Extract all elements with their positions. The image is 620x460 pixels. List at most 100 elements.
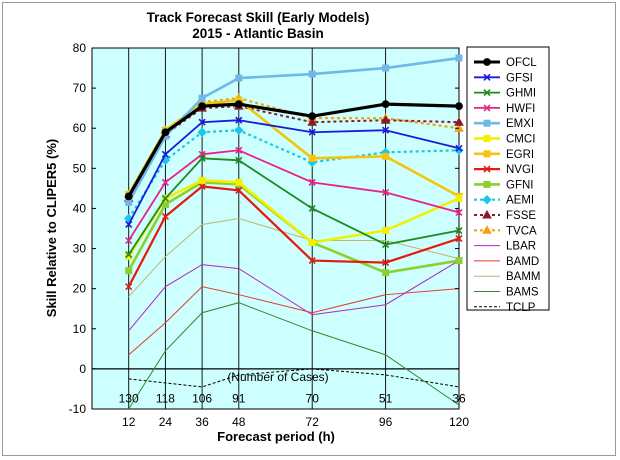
case-count-label: 106 [192, 392, 212, 406]
data-point [161, 178, 169, 186]
legend-item-gfsi: GFSI [474, 72, 533, 84]
series-bamm [128, 217, 460, 298]
case-count-label: 36 [452, 392, 466, 406]
data-point [482, 194, 492, 205]
data-point [381, 100, 390, 109]
data-point [483, 73, 491, 81]
x-tick-label: 24 [159, 415, 173, 429]
grid-lines [92, 48, 460, 409]
data-point [455, 257, 463, 265]
data-point [455, 234, 463, 243]
x-axis-label: Forecast period (h) [217, 429, 335, 444]
data-point [382, 64, 390, 72]
chart-subtitle: 2015 - Atlantic Basin [192, 26, 324, 41]
case-count-label: 118 [156, 392, 175, 406]
data-point [308, 204, 316, 213]
y-tick-label: 40 [73, 201, 87, 215]
data-point [161, 194, 169, 202]
data-point [382, 240, 390, 249]
data-point [308, 257, 316, 265]
x-tick-label: 120 [449, 415, 469, 429]
data-point [198, 94, 206, 102]
x-tick-label: 36 [195, 415, 209, 429]
legend-label: BAMS [506, 287, 539, 299]
data-point [382, 259, 390, 267]
data-point [235, 116, 243, 124]
y-tick-label: 10 [73, 322, 87, 336]
data-point [455, 194, 463, 202]
axes-layer: -10 0 10 20 30 40 50 60 70 80 12 130 24 118 36 106 48 91 7… [69, 41, 470, 429]
legend-item-ghmi: GHMI [474, 88, 536, 100]
series-ghmi [125, 154, 463, 259]
data-point [198, 102, 207, 111]
legend-item-tclp: TCLP [474, 302, 536, 314]
y-tick-label: 0 [79, 362, 86, 376]
data-point [125, 251, 133, 259]
data-point [307, 117, 318, 126]
data-point [161, 150, 169, 158]
legend-item-hwfi: HWFI [474, 103, 535, 115]
data-point [483, 150, 491, 158]
series-line-bamd [128, 286, 460, 356]
legend-label: GFSI [506, 72, 533, 84]
legend-label: FSSE [506, 210, 536, 222]
case-count-label: 70 [306, 392, 320, 406]
legend-label: LBAR [506, 241, 536, 253]
chart-title: Track Forecast Skill (Early Models) [147, 10, 370, 25]
data-point [382, 188, 390, 196]
legend-label: AEMI [506, 195, 534, 207]
data-point [483, 89, 491, 97]
legend-item-gfni: GFNI [474, 179, 533, 191]
data-point [454, 117, 464, 126]
data-point [380, 115, 391, 124]
data-point [198, 182, 206, 190]
data-point [308, 112, 317, 121]
y-tick-label: 60 [73, 121, 87, 135]
legend-item-lbar: LBAR [474, 241, 536, 253]
data-point [455, 144, 463, 152]
series-tclp [128, 368, 460, 388]
data-point [197, 127, 207, 137]
data-point [198, 118, 206, 126]
series-nvgi [125, 182, 463, 291]
data-point [308, 154, 316, 162]
series-gfsi [125, 116, 463, 229]
legend-item-tvca: TVCA [474, 225, 537, 237]
legend-item-emxi: EMXI [474, 118, 534, 130]
data-point [125, 283, 133, 291]
data-point [235, 178, 243, 186]
legend-label: OFCL [506, 57, 537, 69]
data-point [161, 128, 170, 137]
y-tick-label: 20 [73, 282, 87, 296]
data-point [482, 225, 492, 234]
data-point [455, 226, 463, 235]
legend-item-bams: BAMS [474, 287, 539, 299]
data-point [125, 267, 133, 275]
data-point [125, 220, 133, 229]
y-tick-label: 80 [73, 41, 87, 55]
legend-label: BAMD [506, 256, 539, 268]
legend-label: TVCA [506, 225, 537, 237]
data-point [125, 198, 133, 206]
legend: OFCL GFSI GHMI HWFI EMXI CMCI EGRI NVGI GFNI AEMI… [466, 46, 550, 314]
data-point [198, 176, 206, 184]
data-point [235, 186, 243, 194]
series-ofcl [124, 100, 463, 201]
data-point [382, 126, 390, 134]
data-point [455, 54, 463, 62]
data-point [235, 156, 243, 164]
legend-item-ofcl: OFCL [474, 57, 537, 69]
data-point [482, 209, 492, 219]
series-line-bamm [128, 217, 460, 298]
series-bams [128, 302, 460, 410]
data-point [483, 119, 491, 127]
data-point [483, 165, 491, 173]
data-point [382, 269, 390, 277]
series-line-tclp [128, 368, 460, 388]
y-tick-label: 30 [73, 242, 87, 256]
y-tick-label: -10 [69, 402, 87, 416]
data-point [308, 70, 316, 78]
series-lbar [128, 260, 460, 332]
data-point [382, 227, 390, 235]
data-point [455, 102, 463, 111]
